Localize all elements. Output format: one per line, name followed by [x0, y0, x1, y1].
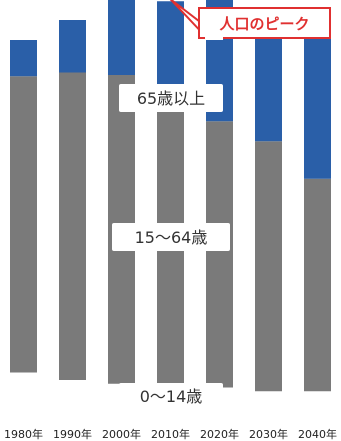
- bar-age-65-plus-6: [304, 37, 331, 179]
- bar-age-65-plus-0: [10, 40, 37, 77]
- bar-group: [10, 0, 331, 410]
- segment-label-box: [119, 84, 223, 112]
- bar-age-0-14-0: [10, 372, 37, 410]
- bar-age-15-64-1: [59, 72, 86, 380]
- bar-age-65-plus-2: [108, 0, 135, 75]
- peak-annotation: 人口のピーク: [169, 0, 331, 40]
- peak-callout-text: 人口のピーク: [219, 15, 309, 33]
- x-tick-label: 2010年: [151, 427, 190, 441]
- segment-label-box: [119, 383, 223, 409]
- bar-age-65-plus-1: [59, 20, 86, 73]
- x-tick-label: 2000年: [102, 427, 141, 441]
- x-tick-label: 2020年: [200, 427, 239, 441]
- segment-label-group: 0〜14歳 15〜64歳 65歳以上: [112, 84, 230, 409]
- x-tick-label: 1990年: [53, 427, 92, 441]
- segment-label: 65歳以上: [119, 84, 223, 112]
- x-tick-group: 1980年 1990年 2000年 2010年 2020年 2030年 2040年: [4, 427, 337, 441]
- segment-label-text: 0〜14歳: [140, 387, 203, 406]
- segment-label: 15〜64歳: [112, 223, 230, 251]
- segment-label-box: [112, 223, 230, 251]
- bar-age-15-64-6: [304, 178, 331, 392]
- bar-age-0-14-5: [255, 391, 282, 410]
- bar-age-15-64-4: [206, 121, 233, 388]
- bar-age-0-14-6: [304, 391, 331, 410]
- x-tick-label: 1980年: [4, 427, 43, 441]
- x-tick-label: 2040年: [298, 427, 337, 441]
- segment-label: 0〜14歳: [119, 383, 223, 409]
- peak-callout-gap: [205, 36, 223, 40]
- peak-callout-box: [198, 7, 331, 39]
- bar-age-15-64-0: [10, 76, 37, 373]
- bar-age-0-14-1: [59, 380, 86, 410]
- x-tick-label: 2030年: [249, 427, 288, 441]
- bar-age-15-64-5: [255, 141, 282, 392]
- segment-label-text: 65歳以上: [137, 89, 205, 108]
- segment-label-text: 15〜64歳: [135, 228, 208, 247]
